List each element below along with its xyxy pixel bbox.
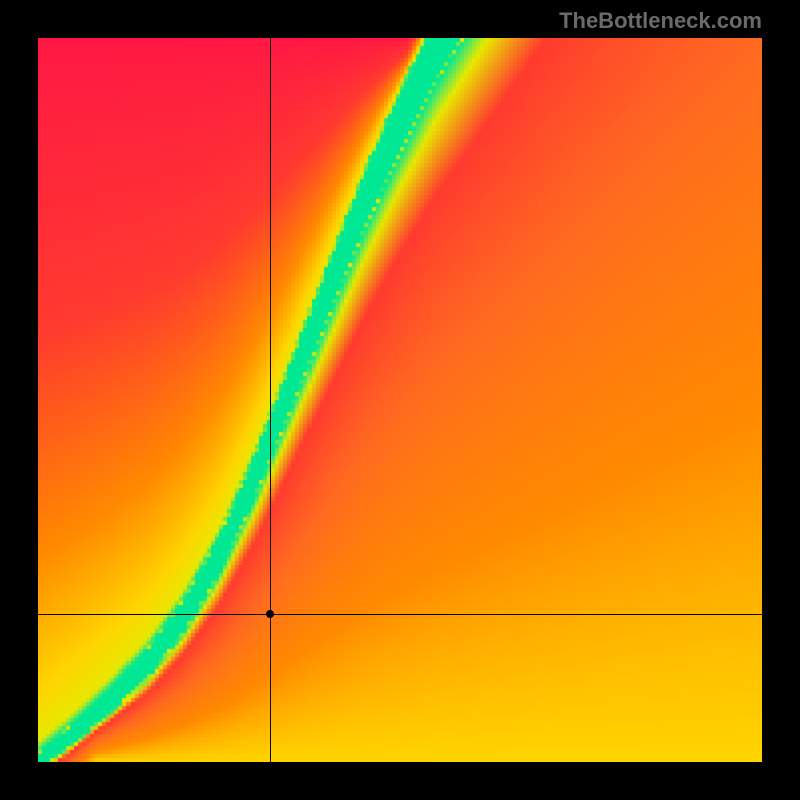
crosshair-horizontal <box>38 614 762 615</box>
heatmap-plot <box>38 38 762 762</box>
watermark-text: TheBottleneck.com <box>559 8 762 34</box>
marker-dot <box>266 610 274 618</box>
crosshair-vertical <box>270 38 271 762</box>
heatmap-canvas <box>38 38 762 762</box>
